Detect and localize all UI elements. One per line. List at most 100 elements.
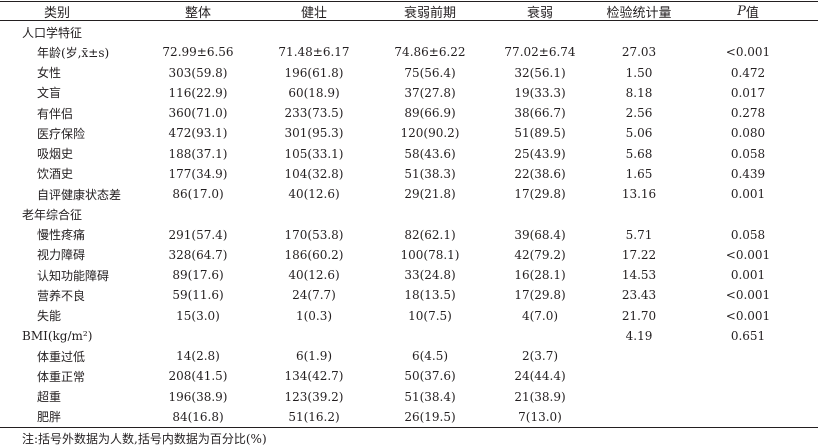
cell-frail: 22(38.6) <box>514 166 566 181</box>
cell-robust: 51(16.2) <box>288 409 340 424</box>
cell-prefrail: 74.86±6.22 <box>394 45 466 60</box>
cell-overall <box>138 204 258 224</box>
cell-overall: 72.99±6.56 <box>162 45 234 60</box>
table-row: 体重过低 14(2.8) 6(1.9) 6(4.5) 2(3.7) <box>0 346 818 366</box>
cell-frail: 32(56.1) <box>514 65 566 80</box>
table-row: 吸烟史 188(37.1) 105(33.1) 58(43.6) 25(43.9) 5.6… <box>0 144 818 164</box>
table-row: 饮酒史 177(34.9) 104(32.8) 51(38.3) 22(38.6) 1.6… <box>0 164 818 184</box>
cell-statistic: 17.22 <box>621 247 657 262</box>
cell-frail: 7(13.0) <box>518 409 562 424</box>
cell-overall: 208(41.5) <box>168 369 228 384</box>
cell-prefrail: 58(43.6) <box>404 146 456 161</box>
cell-p-value: 0.651 <box>730 328 766 343</box>
cell-statistic: 5.71 <box>625 227 653 242</box>
row-label: 医疗保险 <box>37 126 86 141</box>
cell-robust <box>258 326 370 346</box>
row-label: 人口学特征 <box>22 25 83 40</box>
header-frail: 衰弱 <box>526 5 553 21</box>
row-label: 吸烟史 <box>37 147 74 162</box>
cell-prefrail <box>370 22 490 42</box>
cell-prefrail: 29(21.8) <box>404 187 456 202</box>
row-label: 体重过低 <box>37 349 86 364</box>
cell-prefrail: 89(66.9) <box>404 106 456 121</box>
cell-p-value: 0.058 <box>730 227 766 242</box>
row-label: 肥胖 <box>37 410 62 425</box>
cell-prefrail: 33(24.8) <box>404 268 456 283</box>
cell-p-value <box>688 387 808 407</box>
table-row: 营养不良 59(11.6) 24(7.7) 18(13.5) 17(29.8) 23.43… <box>0 285 818 305</box>
cell-overall: 303(59.8) <box>168 65 228 80</box>
cell-frail: 39(68.4) <box>514 227 566 242</box>
cell-statistic <box>594 22 684 42</box>
cell-overall: 89(17.6) <box>172 268 224 283</box>
table-section-row: 老年综合征 <box>0 204 818 224</box>
cell-overall: 360(71.0) <box>168 106 228 121</box>
cell-overall <box>138 22 258 42</box>
cell-statistic: 2.56 <box>625 106 653 121</box>
cell-p-value <box>688 22 808 42</box>
cell-frail: 42(79.2) <box>514 247 566 262</box>
row-label: 体重正常 <box>37 369 86 384</box>
cell-statistic: 1.65 <box>625 166 653 181</box>
row-label: 慢性疼痛 <box>37 228 86 243</box>
table-row: 失能 15(3.0) 1(0.3) 10(7.5) 4(7.0) 21.70 <0.001 <box>0 306 818 326</box>
table-row: 有伴侣 360(71.0) 233(73.5) 89(66.9) 38(66.7) 2.5… <box>0 103 818 123</box>
cell-prefrail <box>370 204 490 224</box>
cell-overall: 177(34.9) <box>168 166 228 181</box>
cell-prefrail <box>370 326 490 346</box>
cell-robust: 186(60.2) <box>284 247 344 262</box>
table-row: 慢性疼痛 291(57.4) 170(53.8) 82(62.1) 39(68.4) 5.… <box>0 225 818 245</box>
row-label: 超重 <box>37 390 62 405</box>
cell-prefrail: 100(78.1) <box>400 247 460 262</box>
cell-frail: 2(3.7) <box>521 349 559 364</box>
row-label: 老年综合征 <box>22 207 83 222</box>
cell-overall: 15(3.0) <box>176 308 220 323</box>
table-row: 视力障碍 328(64.7) 186(60.2) 100(78.1) 42(79.2) 1… <box>0 245 818 265</box>
cell-statistic: 13.16 <box>621 187 657 202</box>
cell-robust: 233(73.5) <box>284 106 344 121</box>
cell-robust: 24(7.7) <box>292 288 336 303</box>
header-category: 类别 <box>44 5 71 21</box>
cell-robust: 60(18.9) <box>288 85 340 100</box>
cell-statistic <box>594 366 684 386</box>
row-label: 自评健康状态差 <box>37 187 122 202</box>
cell-statistic: 5.06 <box>625 126 653 141</box>
cell-robust <box>258 204 370 224</box>
table-row: 认知功能障碍 89(17.6) 40(12.6) 33(24.8) 16(28.1) 14… <box>0 265 818 285</box>
cell-p-value: 0.278 <box>730 106 766 121</box>
cell-p-value <box>688 204 808 224</box>
cell-statistic: 23.43 <box>621 288 657 303</box>
cell-overall: 116(22.9) <box>168 85 228 100</box>
cell-robust: 40(12.6) <box>288 268 340 283</box>
table-section-row: 人口学特征 <box>0 22 818 42</box>
row-label: 失能 <box>37 309 62 324</box>
cell-frail: 38(66.7) <box>514 106 566 121</box>
cell-robust: 105(33.1) <box>284 146 344 161</box>
cell-robust: 1(0.3) <box>295 308 333 323</box>
cell-robust: 40(12.6) <box>288 187 340 202</box>
cell-overall: 291(57.4) <box>168 227 228 242</box>
cell-statistic: 1.50 <box>625 65 653 80</box>
cell-prefrail: 10(7.5) <box>408 308 452 323</box>
table-row: 医疗保险 472(93.1) 301(95.3) 120(90.2) 51(89.5) 5… <box>0 123 818 143</box>
cell-p-value: <0.001 <box>725 45 771 60</box>
cell-prefrail: 75(56.4) <box>404 65 456 80</box>
cell-frail <box>490 326 590 346</box>
cell-frail: 4(7.0) <box>521 308 559 323</box>
table-footnote: 注:括号外数据为人数,括号内数据为百分比(%) <box>22 431 267 446</box>
header-statistic: 检验统计量 <box>606 5 672 21</box>
cell-statistic <box>594 204 684 224</box>
cell-robust: 6(1.9) <box>295 349 333 364</box>
cell-p-value: 0.001 <box>730 268 766 283</box>
cell-p-value: <0.001 <box>725 247 771 262</box>
cell-statistic: 27.03 <box>621 45 657 60</box>
cell-p-value: 0.017 <box>730 85 766 100</box>
cell-overall: 14(2.8) <box>176 349 220 364</box>
row-label: 女性 <box>37 66 62 81</box>
cell-overall: 188(37.1) <box>168 146 228 161</box>
cell-frail: 21(38.9) <box>514 389 566 404</box>
cell-frail: 16(28.1) <box>514 268 566 283</box>
